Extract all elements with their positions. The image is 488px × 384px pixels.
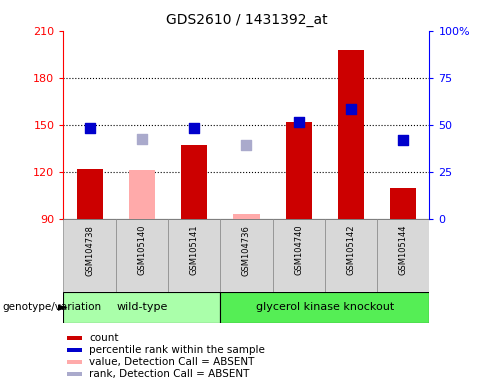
Text: wild-type: wild-type xyxy=(116,302,167,312)
Bar xyxy=(129,170,155,219)
Bar xyxy=(67,372,82,376)
Point xyxy=(86,125,94,131)
Text: ►: ► xyxy=(58,301,67,314)
Text: genotype/variation: genotype/variation xyxy=(2,302,102,312)
Point xyxy=(295,119,303,125)
Bar xyxy=(377,219,429,292)
Bar xyxy=(63,292,220,323)
Text: percentile rank within the sample: percentile rank within the sample xyxy=(89,345,265,355)
Bar xyxy=(63,219,116,292)
Bar xyxy=(220,219,273,292)
Text: count: count xyxy=(89,333,119,343)
Bar xyxy=(181,145,207,219)
Text: value, Detection Call = ABSENT: value, Detection Call = ABSENT xyxy=(89,357,254,367)
Bar xyxy=(285,122,312,219)
Bar xyxy=(325,219,377,292)
Bar xyxy=(168,219,220,292)
Bar xyxy=(233,214,260,219)
Text: GSM104738: GSM104738 xyxy=(85,225,94,276)
Bar xyxy=(220,292,429,323)
Point xyxy=(243,142,250,148)
Bar xyxy=(273,219,325,292)
Title: GDS2610 / 1431392_at: GDS2610 / 1431392_at xyxy=(165,13,327,27)
Bar xyxy=(67,336,82,341)
Bar xyxy=(390,187,416,219)
Text: GSM104740: GSM104740 xyxy=(294,225,303,275)
Text: GSM105142: GSM105142 xyxy=(346,225,356,275)
Text: GSM104736: GSM104736 xyxy=(242,225,251,276)
Point xyxy=(190,125,198,131)
Point xyxy=(399,137,407,144)
Point xyxy=(347,106,355,112)
Text: glycerol kinase knockout: glycerol kinase knockout xyxy=(256,302,394,312)
Point xyxy=(138,136,146,142)
Text: rank, Detection Call = ABSENT: rank, Detection Call = ABSENT xyxy=(89,369,249,379)
Text: GSM105144: GSM105144 xyxy=(399,225,408,275)
Text: GSM105140: GSM105140 xyxy=(137,225,146,275)
Bar xyxy=(67,360,82,364)
Bar xyxy=(77,169,102,219)
Bar xyxy=(116,219,168,292)
Bar xyxy=(67,348,82,353)
Text: GSM105141: GSM105141 xyxy=(190,225,199,275)
Bar xyxy=(338,50,364,219)
